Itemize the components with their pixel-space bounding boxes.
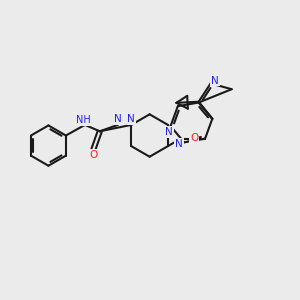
Text: N: N [128,114,135,124]
Text: N: N [211,76,219,85]
Text: N: N [165,127,173,137]
Text: N: N [114,114,122,124]
Text: O: O [89,150,98,160]
Text: NH: NH [76,115,91,125]
Text: N: N [175,139,183,149]
Text: O: O [190,133,199,143]
